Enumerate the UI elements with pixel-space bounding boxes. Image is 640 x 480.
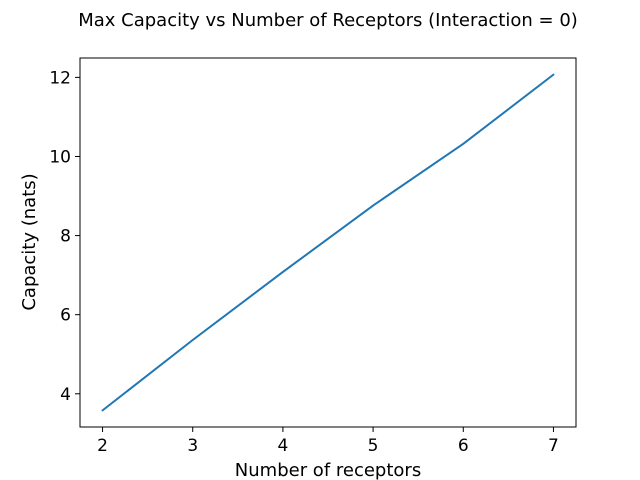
x-tick-label: 4 [277, 436, 288, 456]
y-tick-label: 8 [60, 227, 71, 247]
series-layer [101, 73, 555, 412]
chart-title: Max Capacity vs Number of Receptors (Int… [78, 10, 578, 31]
plot-frame [79, 57, 577, 428]
y-tick-label: 4 [60, 385, 71, 405]
series-line-0 [101, 73, 555, 412]
x-tick-label: 3 [187, 436, 198, 456]
y-tick-label: 10 [49, 147, 71, 167]
x-tick-label: 7 [548, 436, 559, 456]
y-axis-ticks: 4 6 8 10 12 [49, 68, 80, 405]
x-axis-label: Number of receptors [235, 460, 421, 480]
x-tick-label: 2 [97, 436, 108, 456]
x-axis-ticks: 2 3 4 5 6 7 [97, 427, 559, 456]
y-tick-label: 12 [49, 68, 71, 88]
y-axis-label: Capacity (nats) [19, 173, 40, 310]
x-tick-label: 5 [368, 436, 379, 456]
x-tick-label: 6 [458, 436, 469, 456]
y-tick-label: 6 [60, 306, 71, 326]
